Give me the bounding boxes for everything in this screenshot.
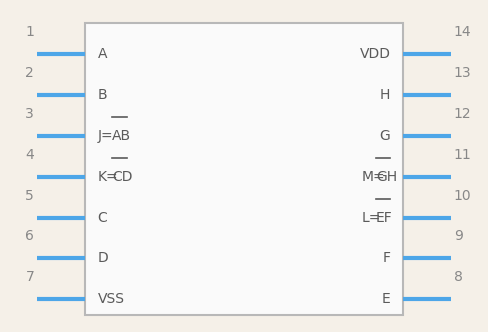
Text: G: G bbox=[380, 129, 390, 143]
Text: L=: L= bbox=[361, 210, 381, 224]
Text: 5: 5 bbox=[25, 189, 34, 203]
Text: EF: EF bbox=[376, 210, 392, 224]
Text: CD: CD bbox=[112, 170, 133, 184]
Text: A: A bbox=[98, 47, 107, 61]
Text: 1: 1 bbox=[25, 25, 34, 39]
Text: GH: GH bbox=[376, 170, 397, 184]
Text: 8: 8 bbox=[454, 270, 463, 285]
Text: 9: 9 bbox=[454, 229, 463, 243]
Bar bbox=[85, 23, 403, 315]
Text: 11: 11 bbox=[454, 148, 471, 162]
Text: 12: 12 bbox=[454, 107, 471, 121]
Text: 7: 7 bbox=[25, 270, 34, 285]
Text: 3: 3 bbox=[25, 107, 34, 121]
Text: J=: J= bbox=[98, 129, 113, 143]
Text: 4: 4 bbox=[25, 148, 34, 162]
Text: 10: 10 bbox=[454, 189, 471, 203]
Text: H: H bbox=[380, 88, 390, 102]
Text: 2: 2 bbox=[25, 66, 34, 80]
Text: E: E bbox=[382, 292, 390, 306]
Text: C: C bbox=[98, 210, 107, 224]
Text: K=: K= bbox=[98, 170, 118, 184]
Text: B: B bbox=[98, 88, 107, 102]
Text: 13: 13 bbox=[454, 66, 471, 80]
Text: AB: AB bbox=[112, 129, 131, 143]
Text: D: D bbox=[98, 251, 108, 265]
Text: M=: M= bbox=[361, 170, 385, 184]
Text: F: F bbox=[383, 251, 390, 265]
Text: VDD: VDD bbox=[359, 47, 390, 61]
Text: VSS: VSS bbox=[98, 292, 124, 306]
Text: 6: 6 bbox=[25, 229, 34, 243]
Text: 14: 14 bbox=[454, 25, 471, 39]
